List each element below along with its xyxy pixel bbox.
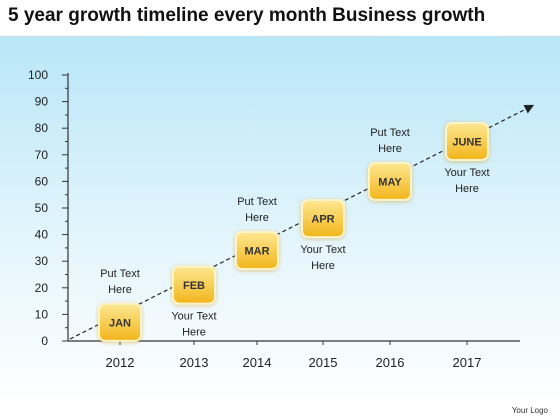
slide-title: 5 year growth timeline every month Busin… [8,5,486,26]
note-line: Put Text [370,127,410,139]
milestone-box [301,199,345,239]
y-tick-label: 100 [28,68,48,82]
x-tick-label: 2012 [106,355,135,370]
diagram-canvas: 0 10 20 30 40 50 60 70 80 90 100 2012 2013 2014 2015 20… [0,36,560,404]
x-tick-label: 2017 [453,355,482,370]
milestone-box [172,265,216,305]
note-line: Here [245,212,269,224]
milestone-box [98,302,142,342]
milestone-note: Your Text Here [171,311,216,339]
milestone-box [235,231,279,271]
y-tick-label: 90 [35,95,49,109]
note-line: Your Text [300,244,345,256]
milestone-label: JAN [109,317,131,329]
milestone-note: Your Text Here [300,244,345,272]
note-line: Here [182,327,206,339]
note-line: Here [378,143,402,155]
milestone-label: MAR [244,246,269,258]
x-tick-label: 2015 [309,355,338,370]
milestone-note: Put Text Here [100,268,140,296]
note-line: Here [108,284,132,296]
milestone-label: MAY [378,176,402,188]
milestone-note: Put Text Here [370,127,410,155]
milestone-jan: JAN Put Text Here [98,268,142,342]
milestone-mar: MAR Put Text Here [235,196,279,271]
milestone-feb: FEB Your Text Here [171,265,217,339]
note-line: Here [455,183,479,195]
note-line: Here [311,260,335,272]
note-line: Put Text [237,196,277,208]
y-tick-label: 80 [35,121,49,135]
milestone-label: FEB [183,280,205,292]
y-tick-label: 20 [35,281,49,295]
milestone-label: APR [311,214,334,226]
x-tick-label: 2014 [243,355,272,370]
milestone-box [368,161,412,201]
milestone-box [445,122,489,161]
milestone-apr: APR Your Text Here [300,199,346,272]
y-tick-label: 50 [35,201,49,215]
note-line: Your Text [171,311,216,323]
milestone-june: JUNE Your Text Here [444,122,490,195]
footer-logo-text: Your Logo [511,406,548,415]
milestone-note: Your Text Here [444,167,489,195]
note-line: Your Text [444,167,489,179]
x-tick-label: 2016 [376,355,405,370]
y-tick-label: 10 [35,307,49,321]
x-tick-label: 2013 [180,355,209,370]
milestone-may: MAY Put Text Here [368,127,412,201]
milestone-note: Put Text Here [237,196,277,224]
growth-timeline-diagram: 0 10 20 30 40 50 60 70 80 90 100 2012 2013 2014 2015 20… [28,68,535,370]
milestone-label: JUNE [452,137,481,149]
y-tick-label: 0 [41,334,48,348]
y-tick-label: 70 [35,148,49,162]
note-line: Put Text [100,268,140,280]
growth-trend-arrow [69,104,535,340]
y-tick-label: 30 [35,254,49,268]
y-tick-label: 60 [35,174,49,188]
y-tick-label: 40 [35,228,49,242]
